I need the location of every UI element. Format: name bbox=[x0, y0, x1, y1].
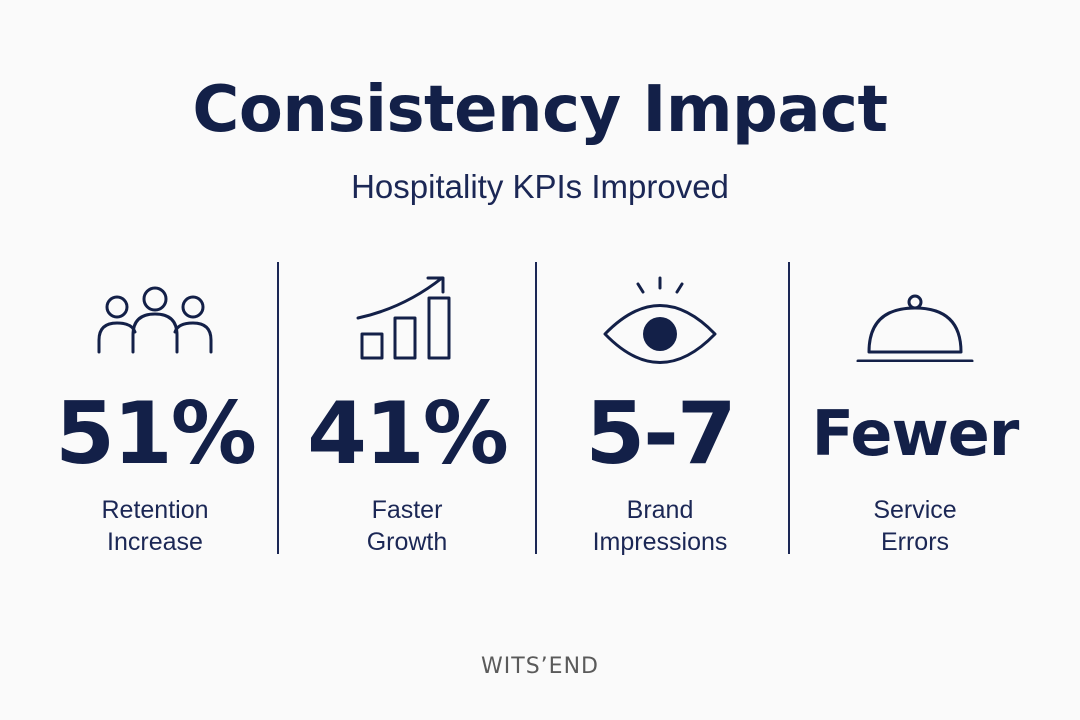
stat-label: Service Errors bbox=[795, 494, 1035, 558]
cloche-icon bbox=[795, 272, 1035, 372]
stat-value: 41% bbox=[307, 384, 509, 484]
stat-label-line: Growth bbox=[366, 528, 448, 556]
stat-value: 5-7 bbox=[585, 384, 736, 484]
people-group-icon bbox=[35, 272, 275, 372]
stat-label: Retention Increase bbox=[35, 494, 275, 558]
stat-service-errors: Fewer Service Errors bbox=[795, 262, 1035, 557]
stat-label-line: Faster bbox=[371, 496, 443, 524]
stat-value: 51% bbox=[55, 384, 257, 484]
page-subtitle: Hospitality KPIs Improved bbox=[351, 168, 729, 205]
stat-label: Faster Growth bbox=[287, 494, 527, 558]
growth-chart-icon bbox=[287, 272, 527, 372]
stat-retention: 51% Retention Increase bbox=[35, 262, 275, 557]
stat-label-line: Brand bbox=[626, 496, 694, 524]
stat-impressions: 5-7 Brand Impressions bbox=[540, 262, 780, 557]
stat-label-line: Retention bbox=[101, 496, 209, 524]
stat-label-line: Impressions bbox=[592, 528, 728, 556]
stat-value: Fewer bbox=[811, 397, 1020, 470]
stat-label: Brand Impressions bbox=[540, 494, 780, 558]
column-divider bbox=[535, 262, 537, 554]
stats-row: 51% Retention Increase 41% Faster Growth bbox=[0, 262, 1080, 557]
eye-icon bbox=[540, 272, 780, 372]
column-divider bbox=[277, 262, 279, 554]
page-title: Consistency Impact bbox=[192, 73, 888, 147]
stat-label-line: Increase bbox=[107, 528, 203, 556]
stat-label-line: Service bbox=[873, 496, 957, 524]
stat-label-line: Errors bbox=[880, 528, 950, 556]
column-divider bbox=[788, 262, 790, 554]
stat-growth: 41% Faster Growth bbox=[287, 262, 527, 557]
brand-logo: WITS’END bbox=[481, 654, 599, 679]
